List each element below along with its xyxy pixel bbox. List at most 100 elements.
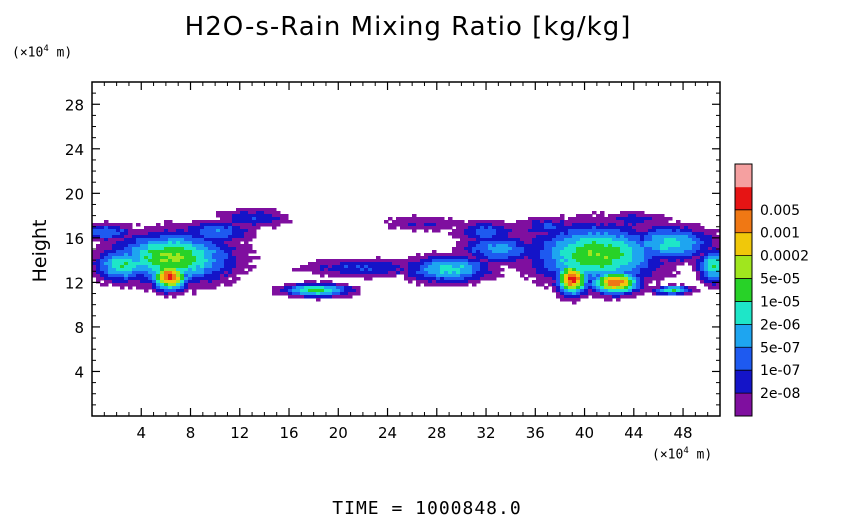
- heatmap-cell: [544, 220, 553, 224]
- heatmap-cell: [708, 286, 720, 290]
- y-tick-label: 20: [65, 185, 84, 203]
- heatmap-cell: [348, 292, 361, 296]
- heatmap-cell: [100, 235, 113, 239]
- heatmap-cell: [704, 259, 709, 263]
- heatmap-cell: [612, 286, 617, 290]
- heatmap-cell: [492, 250, 509, 254]
- heatmap-cell: [544, 265, 557, 269]
- heatmap-cell: [272, 226, 277, 230]
- heatmap-cell: [552, 250, 561, 254]
- heatmap-cell: [692, 265, 697, 269]
- heatmap-cell: [184, 271, 205, 275]
- heatmap-cell: [364, 277, 373, 281]
- heatmap-cell: [480, 277, 497, 281]
- heatmap-cell: [604, 283, 609, 287]
- heatmap-cell: [552, 253, 561, 257]
- heatmap-cell: [488, 268, 505, 272]
- heatmap-cell: [580, 289, 585, 293]
- colorbar-swatch: [735, 278, 752, 302]
- heatmap-cell: [560, 250, 577, 254]
- heatmap-cell: [640, 244, 645, 248]
- heatmap-cell: [580, 295, 589, 299]
- heatmap-cell: [164, 289, 177, 293]
- heatmap-cell: [564, 292, 573, 296]
- heatmap-cell: [592, 283, 597, 287]
- heatmap-cell: [620, 265, 637, 269]
- heatmap-cell: [108, 259, 113, 263]
- heatmap-cell: [232, 226, 241, 230]
- heatmap-cell: [456, 244, 469, 248]
- heatmap-cell: [344, 265, 349, 269]
- heatmap-cell: [232, 271, 249, 275]
- heatmap-cell: [568, 229, 621, 233]
- heatmap-cell: [512, 247, 525, 251]
- heatmap-cell: [560, 220, 565, 224]
- heatmap-cell: [92, 271, 97, 275]
- heatmap-cell: [704, 253, 709, 257]
- heatmap-cell: [612, 238, 629, 242]
- heatmap-cell: [680, 241, 697, 245]
- heatmap-cell: [160, 286, 169, 290]
- chart-title: H2O-s-Rain Mixing Ratio [kg/kg]: [184, 12, 632, 42]
- heatmap-cell: [644, 220, 669, 224]
- heatmap-cell: [104, 226, 109, 230]
- heatmap-cell: [204, 262, 213, 266]
- heatmap-cell: [704, 274, 709, 278]
- heatmap-cell: [220, 268, 233, 272]
- heatmap-cell: [108, 268, 117, 272]
- heatmap-cell: [496, 232, 509, 236]
- heatmap-cell: [104, 271, 109, 275]
- heatmap-cell: [188, 226, 205, 230]
- heatmap-cell: [692, 289, 701, 293]
- heatmap-cell: [332, 295, 353, 299]
- heatmap-cell: [192, 292, 197, 296]
- heatmap-cell: [560, 271, 565, 275]
- heatmap-cell: [488, 244, 493, 248]
- heatmap-cell: [536, 277, 553, 281]
- heatmap-cell: [92, 232, 121, 236]
- heatmap-cell: [224, 274, 229, 278]
- heatmap-cell: [344, 286, 353, 290]
- heatmap-cell: [168, 238, 185, 242]
- heatmap-cell: [596, 226, 633, 230]
- heatmap-cell: [272, 214, 289, 218]
- heatmap-cell: [416, 253, 421, 257]
- heatmap-cell: [472, 274, 485, 278]
- heatmap-cell: [92, 268, 97, 272]
- heatmap-cell: [212, 265, 225, 269]
- heatmap-cell: [652, 247, 661, 251]
- heatmap-cell: [640, 235, 645, 239]
- heatmap-cell: [532, 265, 545, 269]
- heatmap-cell: [232, 229, 249, 233]
- heatmap-cell: [488, 256, 509, 260]
- heatmap-cell: [468, 262, 481, 266]
- heatmap-cell: [668, 292, 677, 296]
- heatmap-cell: [224, 262, 237, 266]
- heatmap-cell: [152, 283, 157, 287]
- heatmap-cell: [496, 229, 513, 233]
- heatmap-cell: [244, 232, 257, 236]
- heatmap-cell: [392, 220, 465, 224]
- heatmap-cell: [228, 274, 237, 278]
- heatmap-cell: [640, 286, 645, 290]
- heatmap-cell: [176, 274, 181, 278]
- heatmap-cell: [188, 280, 201, 284]
- heatmap-cell: [592, 274, 597, 278]
- heatmap-cell: [660, 247, 669, 251]
- heatmap-cell: [220, 229, 233, 233]
- heatmap-cell: [632, 223, 637, 227]
- heatmap-cell: [188, 277, 193, 281]
- heatmap-cell: [176, 229, 185, 233]
- heatmap-cell: [644, 280, 653, 284]
- heatmap-cell: [196, 247, 209, 251]
- heatmap-cell: [476, 256, 489, 260]
- heatmap-cell: [308, 262, 341, 266]
- heatmap-cell: [680, 289, 685, 293]
- heatmap-cell: [480, 265, 489, 269]
- heatmap-cell: [428, 271, 441, 275]
- heatmap-cell: [660, 289, 665, 293]
- heatmap-cell: [92, 262, 101, 266]
- heatmap-cell: [408, 256, 429, 260]
- heatmap-cell: [488, 226, 493, 230]
- heatmap-cell: [608, 214, 629, 218]
